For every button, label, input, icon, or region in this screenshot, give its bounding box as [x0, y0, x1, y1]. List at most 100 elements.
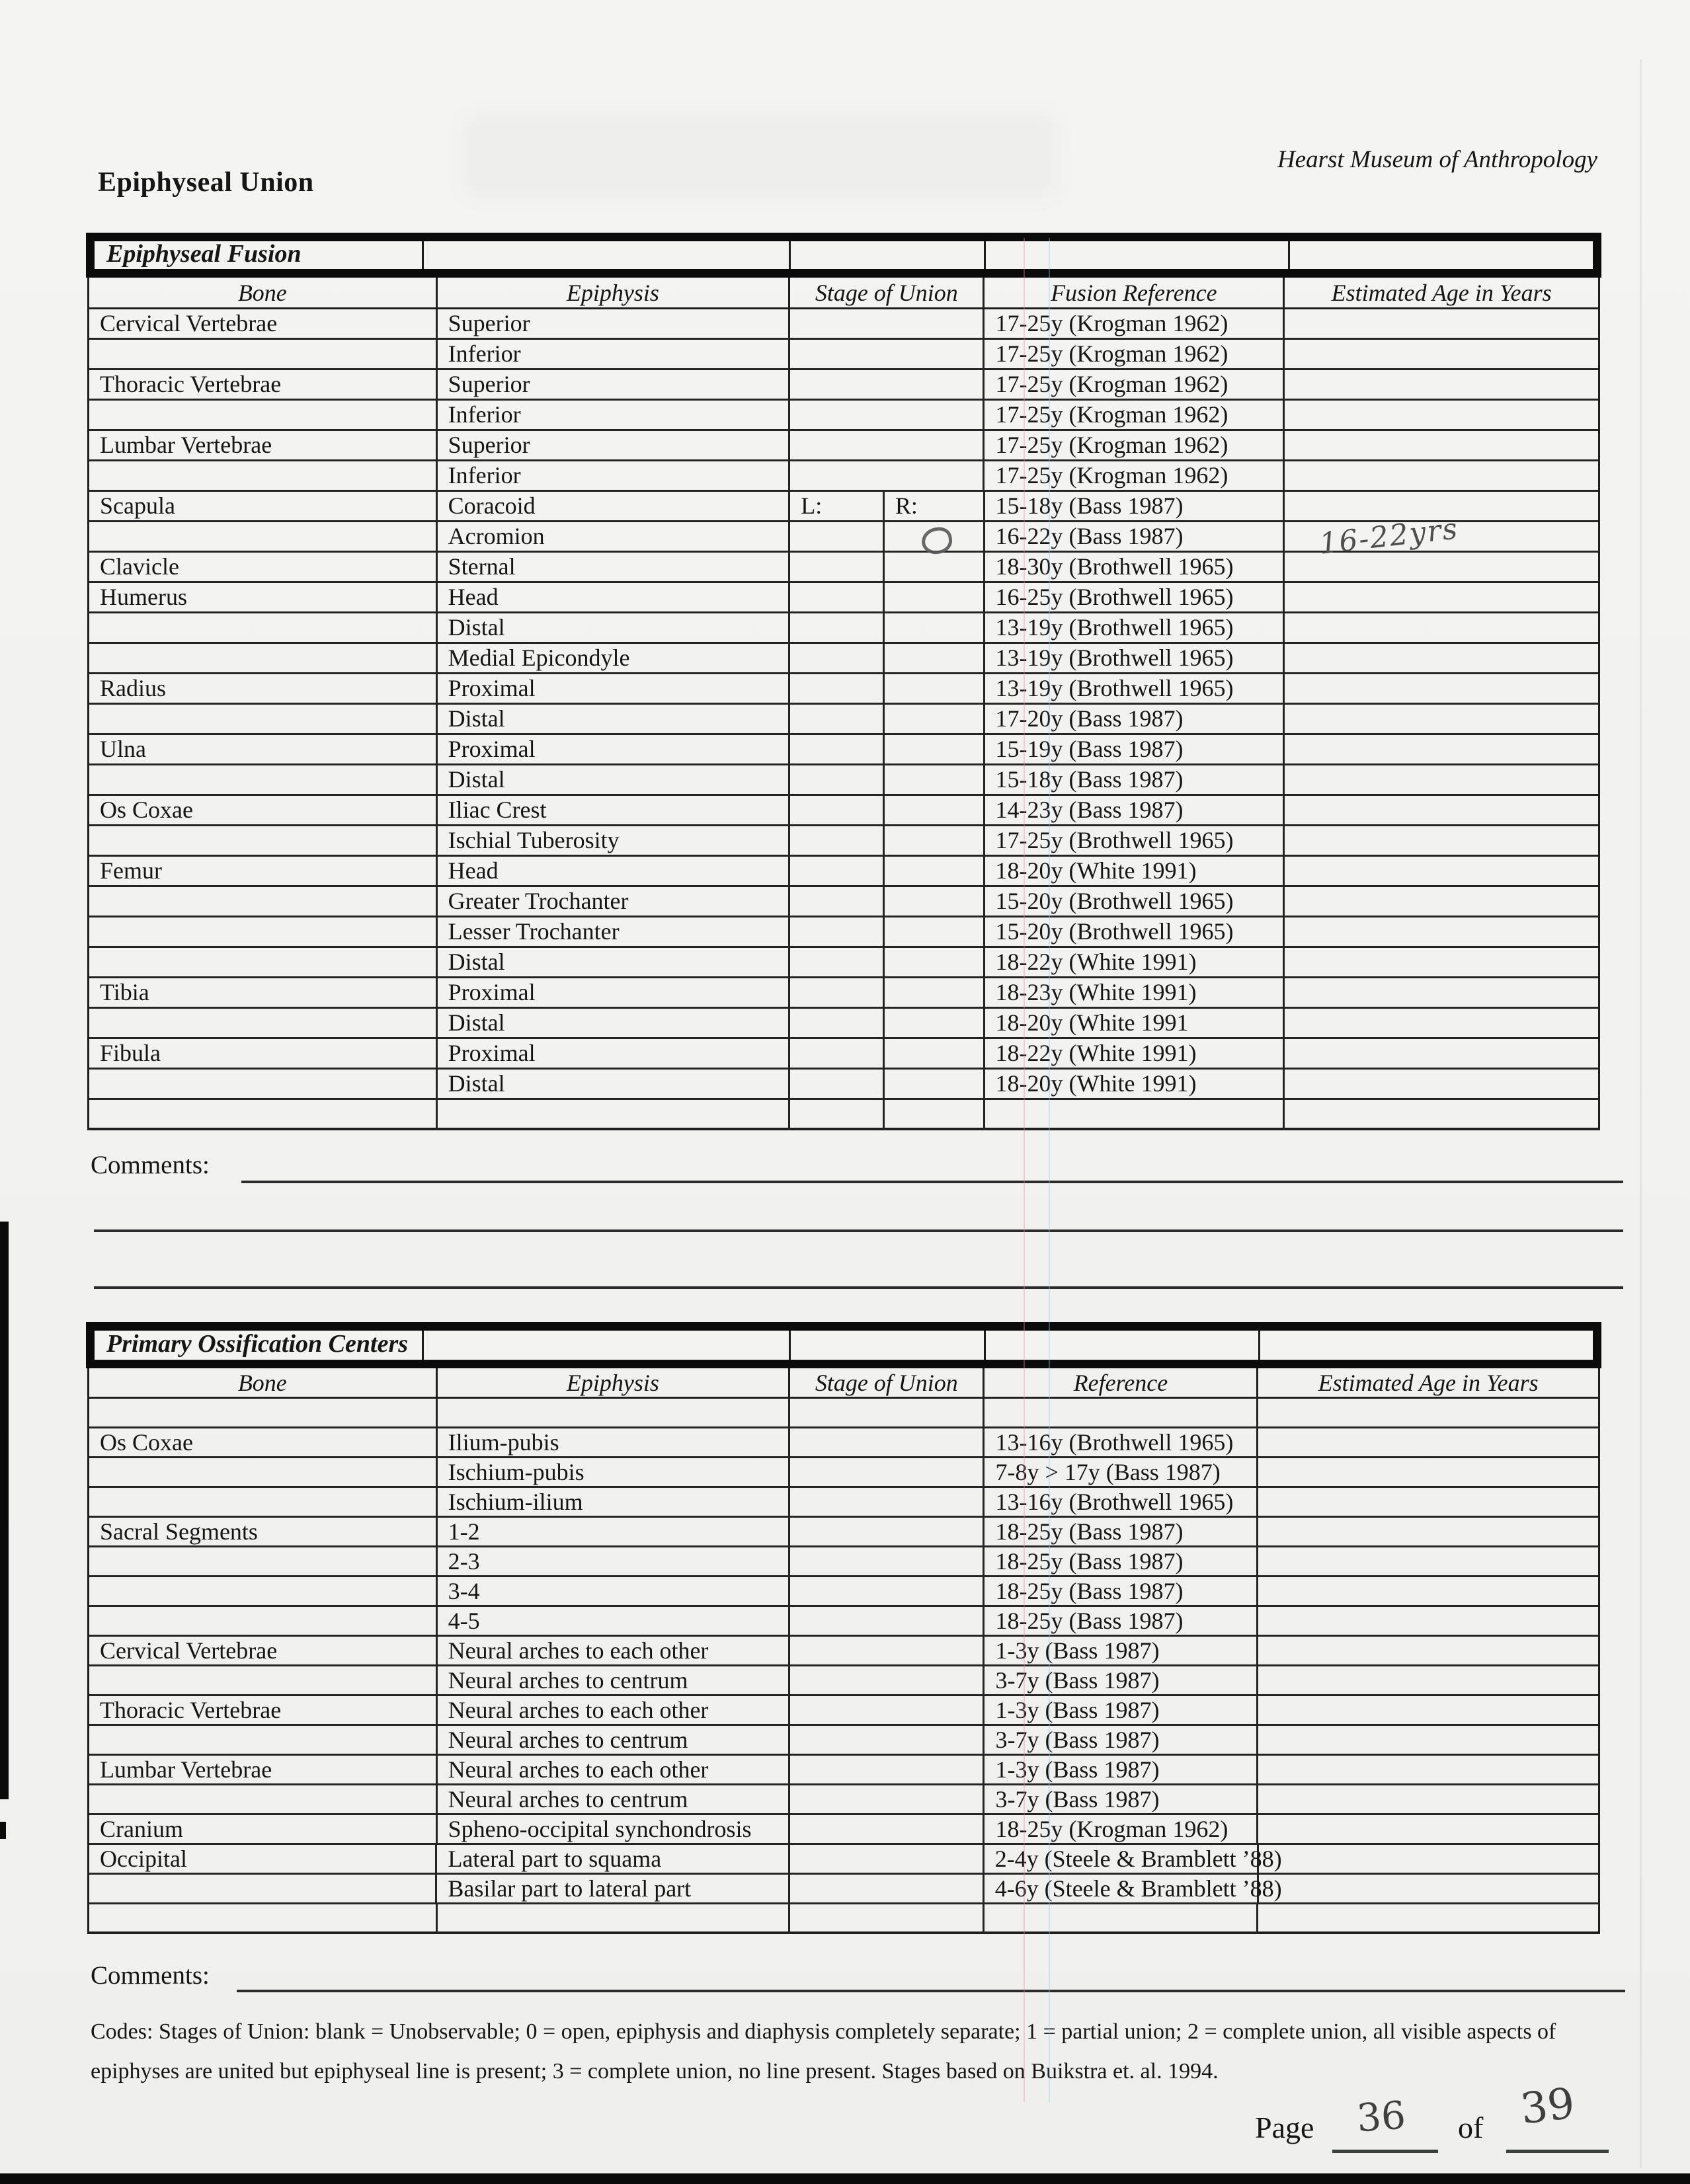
showthrough-ghosting — [463, 112, 1058, 198]
reference-cell: 18-20y (White 1991) — [985, 1070, 1285, 1098]
reference-cell: 18-25y (Bass 1987) — [985, 1518, 1259, 1545]
column-header-fusion-reference: Fusion Reference — [985, 278, 1285, 307]
estimated-age-cell — [1259, 1845, 1598, 1873]
stage-left-cell — [790, 583, 885, 611]
epiphysis-cell: Neural arches to each other — [438, 1696, 791, 1724]
reference-cell: 4-6y (Steele & Bramblett ’88) — [985, 1875, 1282, 1902]
bone-cell: Lumbar Vertebrae — [89, 1756, 438, 1783]
estimated-age-cell — [1285, 735, 1598, 763]
comments-line — [241, 1181, 1623, 1183]
table-row — [89, 1904, 1598, 1934]
reference-cell: 13-19y (Brothwell 1965) — [985, 674, 1285, 703]
estimated-age-cell — [1285, 796, 1598, 824]
reference-cell: 1-3y (Bass 1987) — [985, 1696, 1259, 1724]
epiphysis-cell: Inferior — [438, 401, 791, 429]
bone-cell: Lumbar Vertebrae — [89, 431, 438, 459]
reference-cell — [985, 1100, 1285, 1130]
table-row: Ischial Tuberosity 17-25y (Brothwell 1965… — [89, 826, 1598, 857]
estimated-age-cell — [1258, 1488, 1598, 1516]
epiphysis-cell: Coracoid — [438, 492, 791, 520]
estimated-age-cell — [1285, 401, 1598, 429]
table-row: 2-3 18-25y (Bass 1987) — [89, 1547, 1598, 1577]
estimated-age-cell — [1285, 1100, 1598, 1130]
estimated-age-cell — [1258, 1547, 1598, 1575]
divider — [1258, 1331, 1260, 1360]
bone-cell: Cranium — [89, 1815, 438, 1843]
epiphysis-cell: Distal — [438, 765, 791, 794]
epiphysis-cell: Neural arches to centrum — [438, 1666, 791, 1694]
epiphysis-cell — [438, 1100, 791, 1130]
reference-cell: 13-16y (Brothwell 1965) — [985, 1428, 1259, 1456]
bone-cell — [89, 948, 438, 976]
stage-of-union-cell — [790, 1815, 985, 1843]
reference-cell: 15-18y (Bass 1987) — [985, 765, 1285, 794]
organization-name: Hearst Museum of Anthropology — [1277, 146, 1597, 173]
epiphysis-cell: Spheno-occipital synchondrosis — [438, 1815, 791, 1843]
stage-right-cell — [885, 857, 985, 885]
codes-text-line1: Codes: Stages of Union: blank = Unobserv… — [91, 2019, 1556, 2044]
reference-cell: 3-7y (Bass 1987) — [985, 1785, 1259, 1813]
stage-right-cell — [885, 735, 985, 763]
stage-of-union-cell — [790, 401, 985, 429]
bone-cell — [89, 644, 438, 672]
epiphysis-cell: Neural arches to each other — [438, 1756, 791, 1783]
codes-text-line2: epiphyses are united but epiphyseal line… — [91, 2059, 1219, 2084]
table-row: Ulna Proximal 15-19y (Bass 1987) — [89, 735, 1598, 765]
table-row: Sacral Segments 1-2 18-25y (Bass 1987) — [89, 1518, 1598, 1547]
column-header-epiphysis: Epiphysis — [438, 1368, 791, 1397]
reference-cell — [985, 1399, 1259, 1426]
table-row: Greater Trochanter 15-20y (Brothwell 1965… — [89, 887, 1598, 917]
bone-cell — [89, 1904, 438, 1934]
stage-left-cell: L: — [790, 492, 885, 520]
estimated-age-cell — [1285, 857, 1598, 885]
column-header-bone: Bone — [89, 1368, 438, 1397]
epiphysis-cell: Distal — [438, 1009, 791, 1037]
scan-artifact-left-mark — [0, 1822, 6, 1839]
table-row: Neural arches to centrum 3-7y (Bass 1987) — [89, 1785, 1598, 1815]
table-row: Thoracic Vertebrae Neural arches to each … — [89, 1696, 1598, 1726]
stage-right-cell — [885, 917, 985, 946]
stage-left-cell — [790, 674, 885, 703]
comments-label: Comments: — [91, 1151, 210, 1179]
estimated-age-cell — [1285, 674, 1598, 703]
reference-cell: 18-22y (White 1991) — [985, 1039, 1285, 1068]
bone-cell — [89, 401, 438, 429]
estimated-age-cell — [1285, 1039, 1598, 1068]
reference-cell — [985, 1904, 1259, 1934]
table-row: Tibia Proximal 18-23y (White 1991) — [89, 978, 1598, 1009]
bone-cell: Scapula — [89, 492, 438, 520]
epiphysis-cell: Neural arches to centrum — [438, 1726, 791, 1754]
bone-cell — [89, 461, 438, 490]
stage-right-cell — [885, 644, 985, 672]
estimated-age-cell — [1285, 461, 1598, 490]
reference-cell: 13-19y (Brothwell 1965) — [985, 644, 1285, 672]
estimated-age-cell — [1285, 765, 1598, 794]
reference-cell: 15-18y (Bass 1987) — [985, 492, 1285, 520]
epiphysis-cell: Proximal — [438, 978, 791, 1007]
table-row — [89, 1399, 1598, 1428]
stage-left-cell — [790, 978, 885, 1007]
stage-left-cell — [790, 917, 885, 946]
stage-right-cell — [885, 553, 985, 581]
epiphysis-cell: 4-5 — [438, 1607, 791, 1635]
epiphysis-cell: Head — [438, 583, 791, 611]
table-row: Lesser Trochanter 15-20y (Brothwell 1965) — [89, 917, 1598, 948]
reference-cell: 2-4y (Steele & Bramblett ’88) — [985, 1845, 1282, 1873]
stage-left-cell — [790, 522, 885, 551]
epiphysis-cell: Distal — [438, 948, 791, 976]
bone-cell: Occipital — [89, 1845, 438, 1873]
epiphysis-cell: Iliac Crest — [438, 796, 791, 824]
page-number-underline — [1332, 2150, 1438, 2153]
reference-cell: 17-25y (Brothwell 1965) — [985, 826, 1285, 855]
estimated-age-cell — [1258, 1785, 1598, 1813]
scan-artifact-pink-line — [1024, 238, 1025, 2102]
column-header-estimated-age: Estimated Age in Years — [1331, 279, 1552, 306]
column-header-bone: Bone — [89, 278, 438, 307]
epiphysis-cell — [438, 1399, 791, 1426]
reference-cell: 13-16y (Brothwell 1965) — [985, 1488, 1259, 1516]
reference-cell: 7-8y > 17y (Bass 1987) — [985, 1458, 1259, 1486]
estimated-age-cell — [1285, 887, 1598, 916]
estimated-age-cell — [1258, 1637, 1598, 1664]
table-row: Acromion 16-22y (Bass 1987) 16-22yrs — [89, 512, 1598, 561]
bone-cell — [89, 1875, 438, 1902]
